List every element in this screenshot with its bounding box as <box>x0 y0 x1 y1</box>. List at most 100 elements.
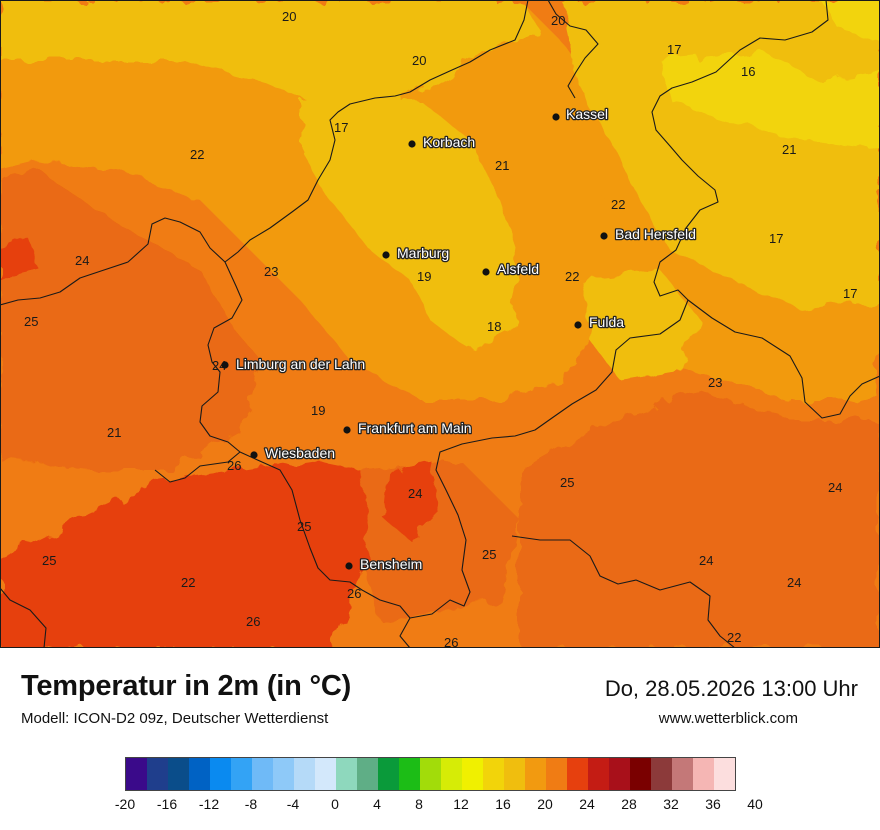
scale-tick-label: -8 <box>244 796 258 812</box>
scale-tick-label: 16 <box>495 796 511 812</box>
value-label: 22 <box>190 147 204 162</box>
scale-swatch <box>630 758 651 790</box>
scale-swatch <box>588 758 609 790</box>
svg-text:Wiesbaden: Wiesbaden <box>265 445 335 461</box>
city-marker-limburg: Limburg an der Lahn <box>221 355 367 373</box>
value-label: 17 <box>843 286 857 301</box>
temperature-zone-18-center <box>300 100 520 350</box>
value-label: 25 <box>482 547 496 562</box>
map-footer: Temperatur in 2m (in °C) Modell: ICON-D2… <box>0 648 880 830</box>
svg-text:Frankfurt am Main: Frankfurt am Main <box>358 420 472 436</box>
scale-swatch <box>462 758 483 790</box>
scale-tick-label: 32 <box>663 796 679 812</box>
scale-swatch <box>336 758 357 790</box>
scale-swatch <box>567 758 588 790</box>
city-marker-kassel: Kassel <box>552 105 609 123</box>
website-link[interactable]: www.wetterblick.com <box>658 710 798 727</box>
temperature-zone-16 <box>660 50 880 150</box>
scale-swatch <box>609 758 630 790</box>
value-label: 24 <box>699 553 713 568</box>
svg-text:Limburg an der Lahn: Limburg an der Lahn <box>236 356 365 372</box>
temperature-zone-26-small <box>385 460 440 540</box>
scale-swatch <box>273 758 294 790</box>
city-marker-fulda: Fulda <box>574 313 626 331</box>
scale-swatch <box>231 758 252 790</box>
scale-tick-label: 0 <box>331 796 339 812</box>
city-marker-frankfurt: Frankfurt am Main <box>343 419 473 437</box>
value-label: 21 <box>495 158 509 173</box>
temperature-zone-18 <box>0 0 540 110</box>
value-label: 23 <box>264 264 278 279</box>
scale-swatch <box>399 758 420 790</box>
value-label: 22 <box>727 630 741 645</box>
value-label: 18 <box>487 319 501 334</box>
value-label: 22 <box>565 269 579 284</box>
value-label: 20 <box>412 53 426 68</box>
scale-swatch <box>252 758 273 790</box>
value-label: 16 <box>741 64 755 79</box>
scale-tick-label: 40 <box>747 796 763 812</box>
scale-swatch <box>525 758 546 790</box>
scale-swatch <box>420 758 441 790</box>
value-label: 19 <box>311 403 325 418</box>
scale-swatch <box>504 758 525 790</box>
scale-swatch <box>210 758 231 790</box>
value-label: 24 <box>828 480 842 495</box>
temperature-zone-16-top <box>820 0 880 40</box>
scale-swatch <box>315 758 336 790</box>
value-label: 19 <box>417 269 431 284</box>
city-marker-wiesbaden: Wiesbaden <box>250 444 336 462</box>
svg-text:Alsfeld: Alsfeld <box>497 261 539 277</box>
value-label: 17 <box>667 42 681 57</box>
scale-tick-label: 4 <box>373 796 381 812</box>
scale-swatch <box>168 758 189 790</box>
state-border-south <box>239 451 411 648</box>
value-label: 25 <box>42 553 56 568</box>
svg-text:Bensheim: Bensheim <box>360 556 422 572</box>
value-label: 24 <box>787 575 801 590</box>
scale-swatch <box>294 758 315 790</box>
model-info: Modell: ICON-D2 09z, Deutscher Wetterdie… <box>21 710 329 727</box>
temperature-zone-26 <box>0 460 370 648</box>
scale-swatch <box>672 758 693 790</box>
scale-tick-label: -20 <box>114 796 136 812</box>
temperature-zone-24 <box>0 170 260 470</box>
scale-swatch <box>693 758 714 790</box>
city-marker-korbach: Korbach <box>408 133 476 151</box>
value-label: 25 <box>24 314 38 329</box>
scale-swatch <box>546 758 567 790</box>
scale-swatch <box>714 758 735 790</box>
scale-swatch <box>189 758 210 790</box>
scale-swatch <box>357 758 378 790</box>
scale-swatch <box>378 758 399 790</box>
temperature-zone-24-east <box>520 390 880 648</box>
svg-text:Korbach: Korbach <box>423 134 475 150</box>
scale-tick-label: 12 <box>453 796 469 812</box>
forecast-datetime: Do, 28.05.2026 13:00 Uhr <box>604 676 858 701</box>
state-border-bottom <box>511 535 736 648</box>
scale-swatch <box>483 758 504 790</box>
state-border <box>0 0 529 306</box>
svg-text:Fulda: Fulda <box>589 314 624 330</box>
value-label: 26 <box>444 635 458 648</box>
value-label: 26 <box>347 586 361 601</box>
scale-swatch <box>651 758 672 790</box>
value-label: 22 <box>181 575 195 590</box>
scale-swatch <box>441 758 462 790</box>
scale-tick-label: 24 <box>579 796 595 812</box>
value-label: 24 <box>75 253 89 268</box>
svg-text:Kassel: Kassel <box>566 106 608 122</box>
city-marker-bad-hersfeld: Bad Hersfeld <box>600 225 697 243</box>
city-marker-alsfeld: Alsfeld <box>482 260 540 278</box>
value-label: 21 <box>782 142 796 157</box>
value-label: 17 <box>334 120 348 135</box>
state-border-east <box>687 299 880 419</box>
scale-tick-label: -16 <box>156 796 178 812</box>
value-label: 25 <box>297 519 311 534</box>
value-label: 23 <box>708 375 722 390</box>
value-label: 20 <box>551 13 565 28</box>
color-scale-legend <box>125 757 736 791</box>
scale-tick-label: 28 <box>621 796 637 812</box>
value-label: 24 <box>408 486 422 501</box>
city-marker-marburg: Marburg <box>382 244 450 262</box>
